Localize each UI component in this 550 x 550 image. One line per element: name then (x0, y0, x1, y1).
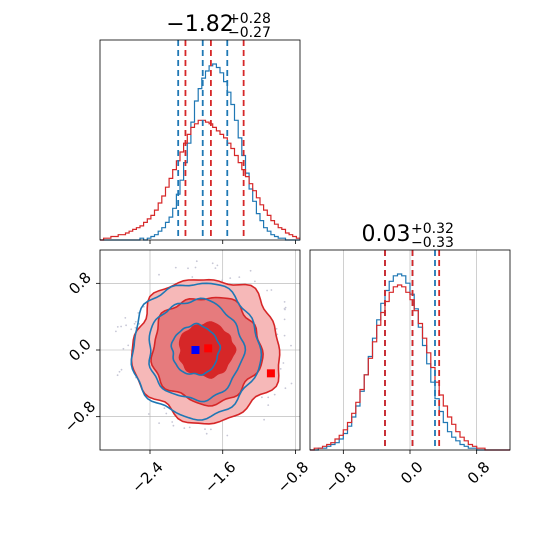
scatter-dot (127, 344, 130, 347)
p2-hist-red (310, 284, 510, 451)
blue-contour-line-0 (170, 322, 222, 376)
scatter-dot (283, 334, 286, 337)
scatter-dot (125, 324, 127, 327)
scatter-dot (214, 267, 217, 269)
scatter-dot (195, 260, 198, 263)
p1-p2-contour-panel (99, 249, 301, 451)
scatter-dot (124, 317, 127, 319)
p1-hist-blue (100, 63, 300, 241)
scatter-dot (254, 280, 256, 283)
scatter-dot (261, 396, 263, 399)
scatter-dot (273, 393, 276, 396)
red-contour-line-2 (130, 278, 281, 425)
scatter-dot (211, 262, 214, 265)
scatter-dot (158, 422, 161, 424)
p2-ytick-label-0: −0.8 (61, 397, 99, 435)
red-contour-line-0 (178, 321, 237, 379)
marker-red-outer (266, 369, 275, 378)
p2-xtick-label-0: −0.8 (322, 458, 360, 496)
scatter-dot (116, 326, 119, 328)
scatter-dot (267, 396, 270, 399)
scatter-dot (249, 269, 252, 272)
red-contour-line-1 (150, 296, 264, 407)
scatter-dot (133, 322, 136, 325)
p1-title-main: −1.82 (166, 12, 233, 37)
scatter-dot (120, 368, 123, 371)
scatter-dot (204, 428, 206, 430)
p2-histogram-panel (309, 249, 511, 451)
scatter-dot (188, 426, 191, 429)
scatter-dot (266, 289, 268, 292)
scatter-dot (116, 374, 119, 377)
p1-hist-frame (99, 39, 301, 241)
p2-xtick-label-1: 0.0 (397, 458, 427, 488)
scatter-dot (118, 370, 121, 373)
scatter-dot (290, 344, 292, 347)
scatter-dot (216, 264, 219, 267)
scatter-dot (229, 277, 232, 279)
scatter-dot (284, 387, 287, 390)
scatter-dot (163, 407, 166, 410)
scatter-dot (171, 421, 174, 423)
p1-title-sub: −0.27 (228, 25, 271, 41)
scatter-dot (147, 413, 150, 415)
blue-contour-line-2 (130, 282, 263, 421)
p2-hist-blue (310, 273, 510, 451)
p2-xtick-label-2: 0.8 (464, 458, 494, 488)
scatter-dot (165, 412, 168, 415)
scatter-dot (183, 427, 186, 429)
scatter-dot (134, 320, 137, 323)
p1-xtick-label-0: −2.4 (128, 458, 166, 496)
scatter-dot (174, 266, 177, 269)
p2-title-sub: −0.33 (411, 235, 454, 251)
p2-title-main: 0.03 (362, 222, 411, 247)
p2-title-sup: +0.32 (411, 221, 454, 237)
scatter-dot (115, 330, 117, 333)
scatter-dot (275, 327, 278, 330)
scatter-dot (279, 368, 282, 370)
p1-xtick-label-1: −1.6 (201, 458, 239, 496)
scatter-dot (194, 266, 197, 269)
p1-title-sup: +0.28 (228, 11, 271, 27)
p1-title: −1.82 (166, 12, 233, 37)
scatter-dot (290, 382, 293, 385)
p1-xtick-label-2: −0.8 (274, 458, 312, 496)
p2-title: 0.03 (362, 222, 411, 247)
scatter-dot (283, 318, 286, 321)
scatter-dot (120, 325, 122, 328)
blue-contour-line-1 (148, 297, 247, 403)
scatter-dot (158, 273, 160, 276)
scatter-dot (122, 347, 125, 350)
marker-red-inner (204, 344, 213, 353)
scatter-dot (267, 404, 270, 406)
scatter-dot (221, 279, 224, 282)
scatter-dot (134, 326, 137, 329)
scatter-dot (205, 432, 208, 435)
scatter-dot (284, 306, 287, 309)
scatter-dot (130, 328, 133, 331)
p2-ytick-label-1: 0.0 (65, 335, 95, 365)
scatter-dot (282, 362, 285, 364)
scatter-dot (137, 312, 140, 314)
scatter-dot (276, 333, 279, 336)
p1-hist-red (100, 119, 300, 241)
scatter-dot (172, 424, 175, 427)
scatter-dot (191, 276, 194, 278)
scatter-dot (283, 301, 286, 303)
scatter-dot (138, 322, 141, 325)
scatter-dot (238, 276, 241, 278)
p1-histogram-panel (99, 39, 301, 244)
scatter-dot (270, 289, 273, 291)
marker-blue (191, 346, 200, 354)
scatter-dot (284, 308, 286, 311)
scatter-dot (263, 418, 265, 421)
scatter-dot (226, 434, 229, 437)
scatter-dot (210, 428, 212, 431)
p2-ytick-label-2: 0.8 (65, 269, 95, 299)
scatter-dot (187, 267, 189, 270)
